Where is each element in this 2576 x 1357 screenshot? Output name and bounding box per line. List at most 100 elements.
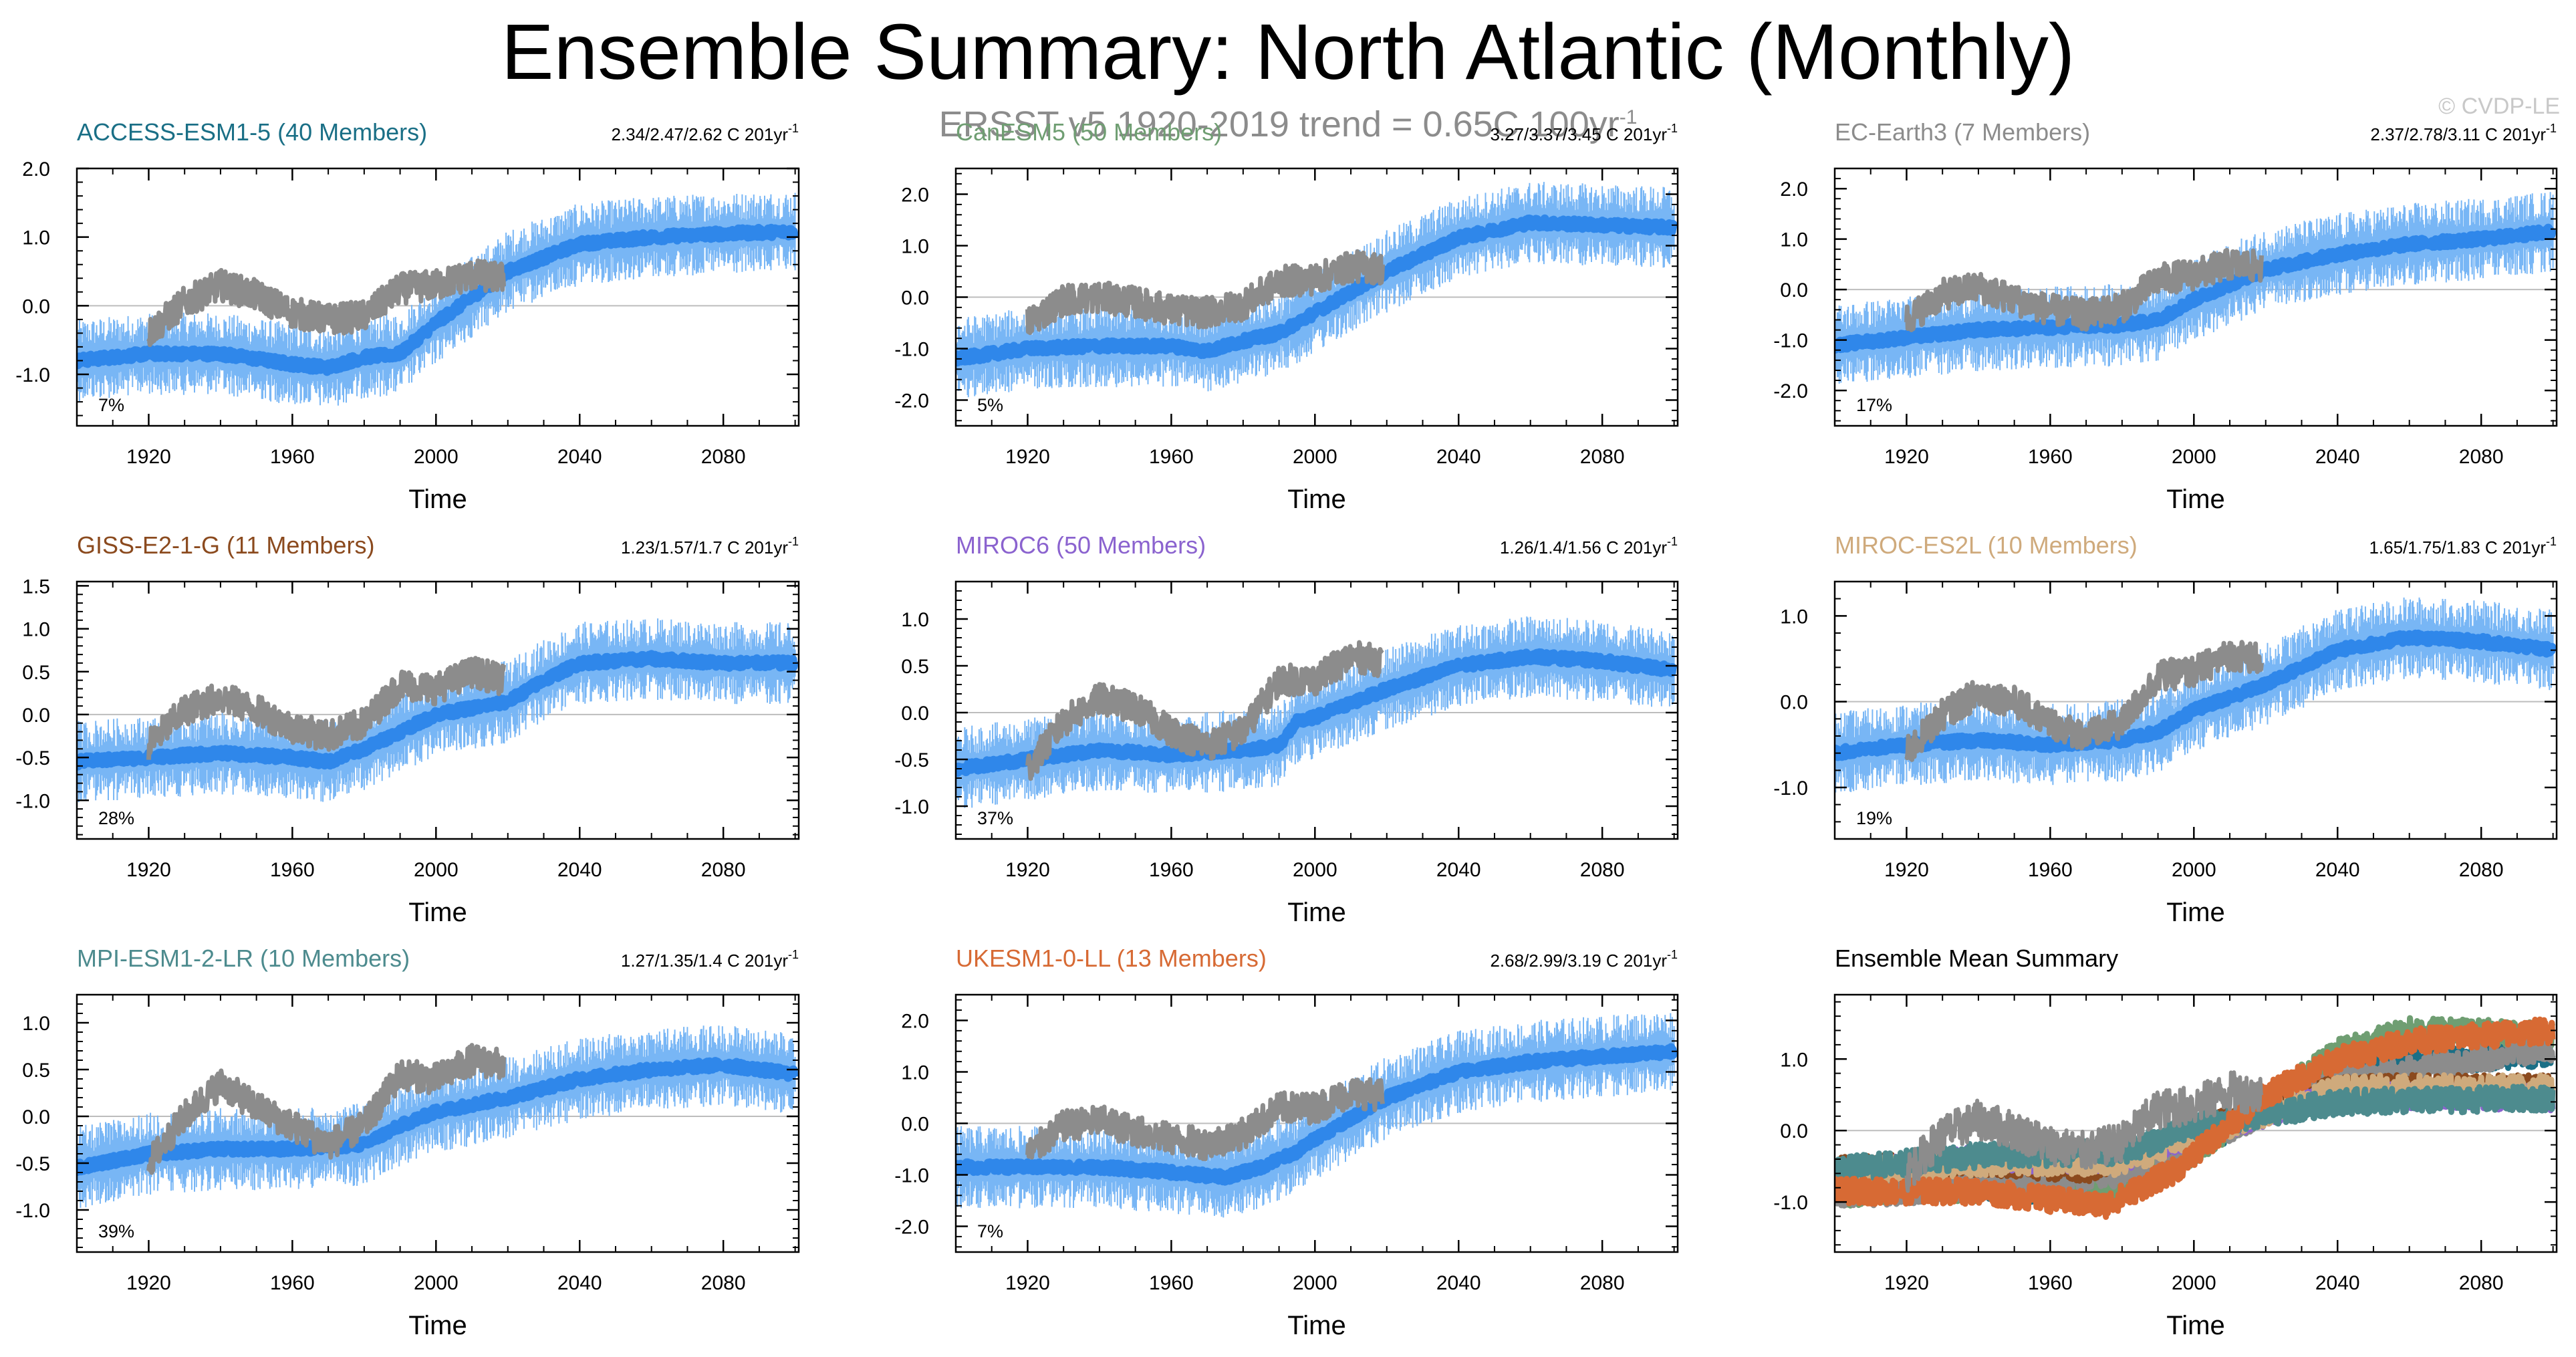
observed-line: [1025, 640, 1385, 781]
ensemble-mean-line: [77, 650, 799, 771]
plot-area: [1835, 1015, 2556, 1220]
x-tick-label: 1960: [2028, 446, 2073, 468]
trend-value: 1.26/1.4/1.56 C 201yr: [1500, 537, 1667, 558]
plot-frame: [76, 167, 800, 427]
trend-superscript: -1: [788, 122, 799, 135]
y-tick-label: 2.0: [1780, 178, 1808, 201]
x-tick-label: 2080: [1580, 446, 1625, 468]
x-tick-label: 1920: [1884, 1272, 1929, 1294]
y-tick-label: -2.0: [894, 1217, 929, 1239]
x-tick-label: 1960: [2028, 1272, 2073, 1294]
panel-title: ACCESS-ESM1-5 (40 Members): [77, 118, 427, 146]
y-tick-label: 0.0: [1780, 279, 1808, 301]
percent-label: 5%: [977, 395, 1003, 415]
panel-title: MIROC6 (50 Members): [956, 531, 1206, 559]
observed-line: [1025, 249, 1385, 336]
trend-label: 1.23/1.57/1.7 C 201yr-1: [621, 535, 799, 558]
x-tick-label: 2040: [557, 1272, 602, 1294]
x-tick-label: 2040: [1436, 1272, 1481, 1294]
percent-label: 7%: [977, 1221, 1003, 1241]
x-tick-label: 2000: [414, 1272, 459, 1294]
trend-label: 2.37/2.78/3.11 C 201yr-1: [2370, 122, 2557, 144]
y-tick-label: 2.0: [22, 158, 50, 180]
x-tick-label: 2000: [2172, 859, 2216, 881]
x-axis-label: Time: [1287, 1311, 1345, 1340]
panel-title: GISS-E2-1-G (11 Members): [77, 531, 374, 559]
x-tick-label: 1920: [126, 446, 171, 468]
panel-title: MIROC-ES2L (10 Members): [1835, 531, 2138, 559]
trend-value: 2.37/2.78/3.11 C 201yr: [2370, 124, 2546, 144]
trend-superscript: -1: [788, 535, 799, 548]
x-axis-label: Time: [2166, 898, 2224, 927]
y-tick-label: 0.0: [1780, 1120, 1808, 1142]
trend-label: 1.65/1.75/1.83 C 201yr-1: [2369, 535, 2557, 558]
percent-label: 37%: [977, 808, 1013, 828]
trend-value: 2.34/2.47/2.62 C 201yr: [611, 124, 788, 144]
x-tick-label: 2080: [2459, 446, 2504, 468]
panel-title: Ensemble Mean Summary: [1835, 945, 2118, 972]
ensemble-mean-line: [1835, 629, 2557, 761]
ensemble-mean-line: [956, 214, 1678, 367]
subtitle: ERSST v5 1920-2019 trend = 0.65C 100yr -1: [0, 98, 2576, 144]
x-tick-label: 2000: [1293, 1272, 1337, 1294]
y-tick-label: -1.0: [894, 1165, 929, 1187]
y-tick-label: 2.0: [901, 1011, 929, 1033]
x-tick-label: 2000: [1293, 446, 1337, 468]
percent-label: 39%: [98, 1221, 134, 1241]
percent-label: 17%: [1856, 395, 1892, 415]
chart-panel: 1920 1960 2000 2040 2080 -1.0 0.0 1.0 2.0 Time ACC…: [15, 118, 800, 514]
chart-panel: 1920 1960 2000 2040 2080 -1.0 0.0 1.0 Time MIROC-…: [1773, 531, 2558, 927]
series-line: [1904, 1070, 2264, 1193]
y-tick-label: 0.0: [901, 1114, 929, 1136]
plot-area: [956, 1013, 1678, 1218]
y-tick-label: 1.0: [22, 227, 50, 249]
plot-frame: [1833, 580, 2558, 840]
chart-panel: 1920 1960 2000 2040 2080 -1.0 -0.5 0.0 0.5 1.0 1.5…: [15, 531, 800, 927]
chart-panel: 1920 1960 2000 2040 2080 -1.0 -0.5 0.0 0.5 1.0 Tim…: [15, 945, 800, 1340]
ensemble-mean-line: [956, 648, 1678, 777]
observed-line: [146, 1043, 506, 1175]
y-tick-label: 0.5: [22, 1060, 50, 1082]
percent-label: 19%: [1856, 808, 1892, 828]
trend-label: 2.34/2.47/2.62 C 201yr-1: [611, 122, 799, 144]
plot-area: [1835, 597, 2557, 793]
trend-superscript: -1: [2546, 122, 2557, 135]
x-tick-label: 2040: [2315, 446, 2360, 468]
trend-label: 3.27/3.37/3.45 C 201yr-1: [1490, 122, 1678, 144]
x-tick-label: 2080: [1580, 1272, 1625, 1294]
observed-line: [1904, 247, 2264, 332]
y-tick-label: 0.5: [901, 656, 929, 678]
plot-frame: [1833, 167, 2558, 427]
y-tick-label: -1.0: [1773, 1192, 1808, 1214]
x-axis-label: Time: [2166, 485, 2224, 514]
plot-area: [956, 616, 1678, 808]
x-tick-label: 2040: [557, 446, 602, 468]
y-tick-label: 0.5: [22, 662, 50, 684]
x-axis-label: Time: [408, 898, 467, 927]
x-tick-label: 1960: [270, 446, 315, 468]
x-tick-label: 2080: [2459, 1272, 2504, 1294]
y-tick-label: 1.0: [22, 1013, 50, 1035]
chart-panel: 1920 1960 2000 2040 2080 -1.0 0.0 1.0 Time Ensemb…: [1773, 945, 2558, 1340]
ensemble-mean-line: [1835, 223, 2557, 354]
subtitle-text: ERSST v5 1920-2019 trend = 0.65C 100yr: [938, 104, 1620, 144]
y-tick-label: -1.0: [1773, 777, 1808, 799]
y-tick-label: -0.5: [894, 749, 929, 771]
y-tick-label: 0.0: [22, 295, 50, 318]
x-tick-label: 2080: [701, 859, 746, 881]
x-axis-label: Time: [2166, 1311, 2224, 1340]
page-title: Ensemble Summary: North Atlantic (Monthl…: [501, 8, 2075, 96]
x-tick-label: 1920: [1005, 859, 1050, 881]
trend-label: 1.27/1.35/1.4 C 201yr-1: [621, 948, 799, 971]
x-axis-label: Time: [1287, 485, 1345, 514]
series-line: [1835, 1016, 2556, 1220]
y-tick-label: 0.0: [22, 705, 50, 727]
x-tick-label: 1920: [1005, 446, 1050, 468]
plot-area: [77, 193, 799, 406]
x-tick-label: 2000: [2172, 1272, 2216, 1294]
y-tick-label: -1.0: [894, 796, 929, 818]
y-tick-label: 1.0: [901, 236, 929, 258]
ensemble-spread: [1835, 597, 2554, 793]
y-tick-label: 1.0: [901, 1062, 929, 1084]
